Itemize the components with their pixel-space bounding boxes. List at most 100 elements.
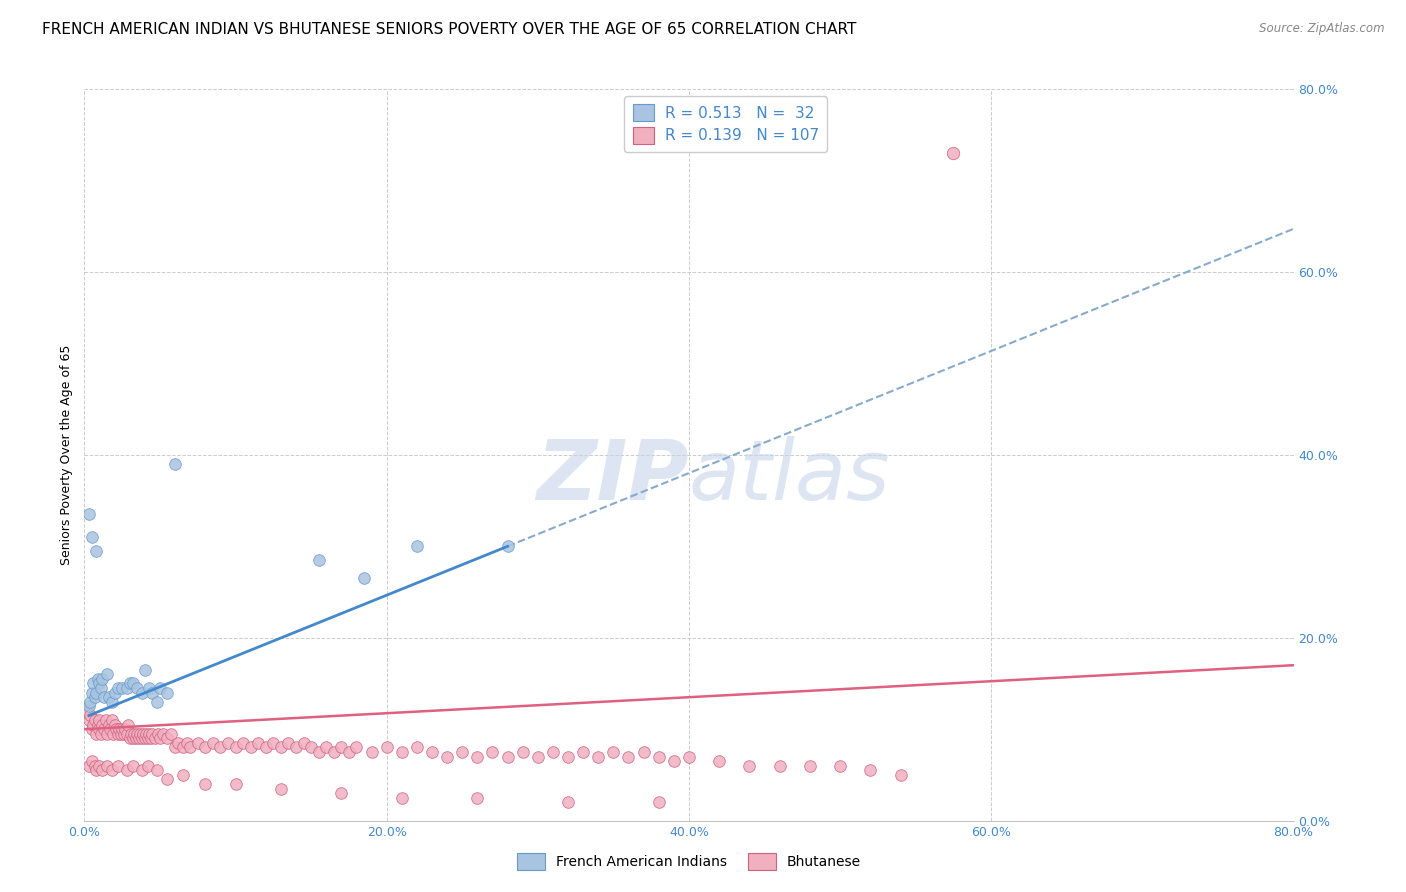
Point [84, 758, 107, 772]
Point [156, 731, 179, 746]
Point [96, 758, 118, 772]
Point [481, 745, 503, 759]
Point [353, 571, 375, 585]
Point [87, 672, 110, 686]
Point [254, 740, 277, 755]
Point [80, 754, 103, 768]
Point [122, 727, 145, 741]
Point [308, 745, 330, 759]
Point [146, 695, 169, 709]
Point [239, 740, 262, 755]
Text: atlas: atlas [689, 436, 890, 517]
Point [89, 758, 111, 772]
Point [91, 717, 114, 731]
Point [77, 699, 100, 714]
Point [270, 740, 292, 755]
Point [90, 681, 112, 695]
Point [101, 727, 124, 741]
Point [337, 745, 360, 759]
Point [172, 740, 194, 755]
Point [346, 740, 368, 755]
Point [93, 723, 115, 737]
Point [82, 676, 104, 690]
Point [139, 731, 162, 746]
Point [225, 777, 247, 791]
Point [80, 530, 103, 544]
Point [678, 749, 700, 764]
Point [277, 736, 299, 750]
Point [467, 790, 489, 805]
Point [232, 736, 254, 750]
Point [77, 758, 100, 772]
Point [111, 723, 134, 737]
Point [96, 667, 118, 681]
Point [98, 723, 121, 737]
Point [330, 740, 353, 755]
Point [93, 690, 115, 705]
Point [662, 754, 685, 768]
Point [97, 717, 120, 731]
Point [496, 749, 519, 764]
Point [467, 749, 489, 764]
Point [541, 745, 564, 759]
Point [141, 685, 163, 699]
Point [179, 740, 201, 755]
Point [709, 754, 731, 768]
Point [76, 704, 98, 718]
Point [112, 727, 135, 741]
Point [129, 727, 152, 741]
Point [91, 764, 114, 778]
Point [391, 790, 413, 805]
Point [436, 749, 458, 764]
Point [115, 681, 138, 695]
Point [80, 723, 103, 737]
Point [115, 727, 138, 741]
Point [134, 663, 156, 677]
Point [148, 727, 170, 741]
Point [107, 681, 129, 695]
Legend: French American Indians, Bhutanese: French American Indians, Bhutanese [512, 847, 866, 876]
Point [527, 749, 550, 764]
Point [406, 539, 429, 553]
Point [942, 146, 965, 161]
Point [322, 745, 344, 759]
Point [572, 745, 595, 759]
Point [97, 690, 120, 705]
Point [420, 745, 443, 759]
Point [588, 749, 610, 764]
Point [187, 736, 209, 750]
Point [100, 713, 122, 727]
Point [172, 768, 194, 782]
Point [118, 731, 141, 746]
Point [91, 672, 114, 686]
Point [176, 736, 198, 750]
Text: FRENCH AMERICAN INDIAN VS BHUTANESE SENIORS POVERTY OVER THE AGE OF 65 CORRELATI: FRENCH AMERICAN INDIAN VS BHUTANESE SENI… [42, 22, 856, 37]
Point [127, 727, 149, 741]
Point [134, 731, 156, 746]
Point [108, 723, 131, 737]
Point [512, 745, 534, 759]
Point [406, 740, 429, 755]
Point [247, 736, 270, 750]
Point [859, 764, 882, 778]
Point [77, 508, 100, 522]
Point [201, 736, 224, 750]
Point [225, 740, 247, 755]
Point [121, 758, 143, 772]
Point [125, 731, 148, 746]
Point [738, 758, 761, 772]
Point [769, 758, 792, 772]
Point [131, 685, 153, 699]
Point [111, 681, 134, 695]
Point [114, 723, 136, 737]
Point [79, 708, 101, 723]
Point [86, 764, 108, 778]
Point [156, 685, 179, 699]
Point [136, 731, 159, 746]
Point [149, 681, 172, 695]
Point [308, 553, 330, 567]
Point [87, 717, 110, 731]
Point [89, 713, 111, 727]
Text: ZIP: ZIP [536, 436, 689, 517]
Point [77, 713, 100, 727]
